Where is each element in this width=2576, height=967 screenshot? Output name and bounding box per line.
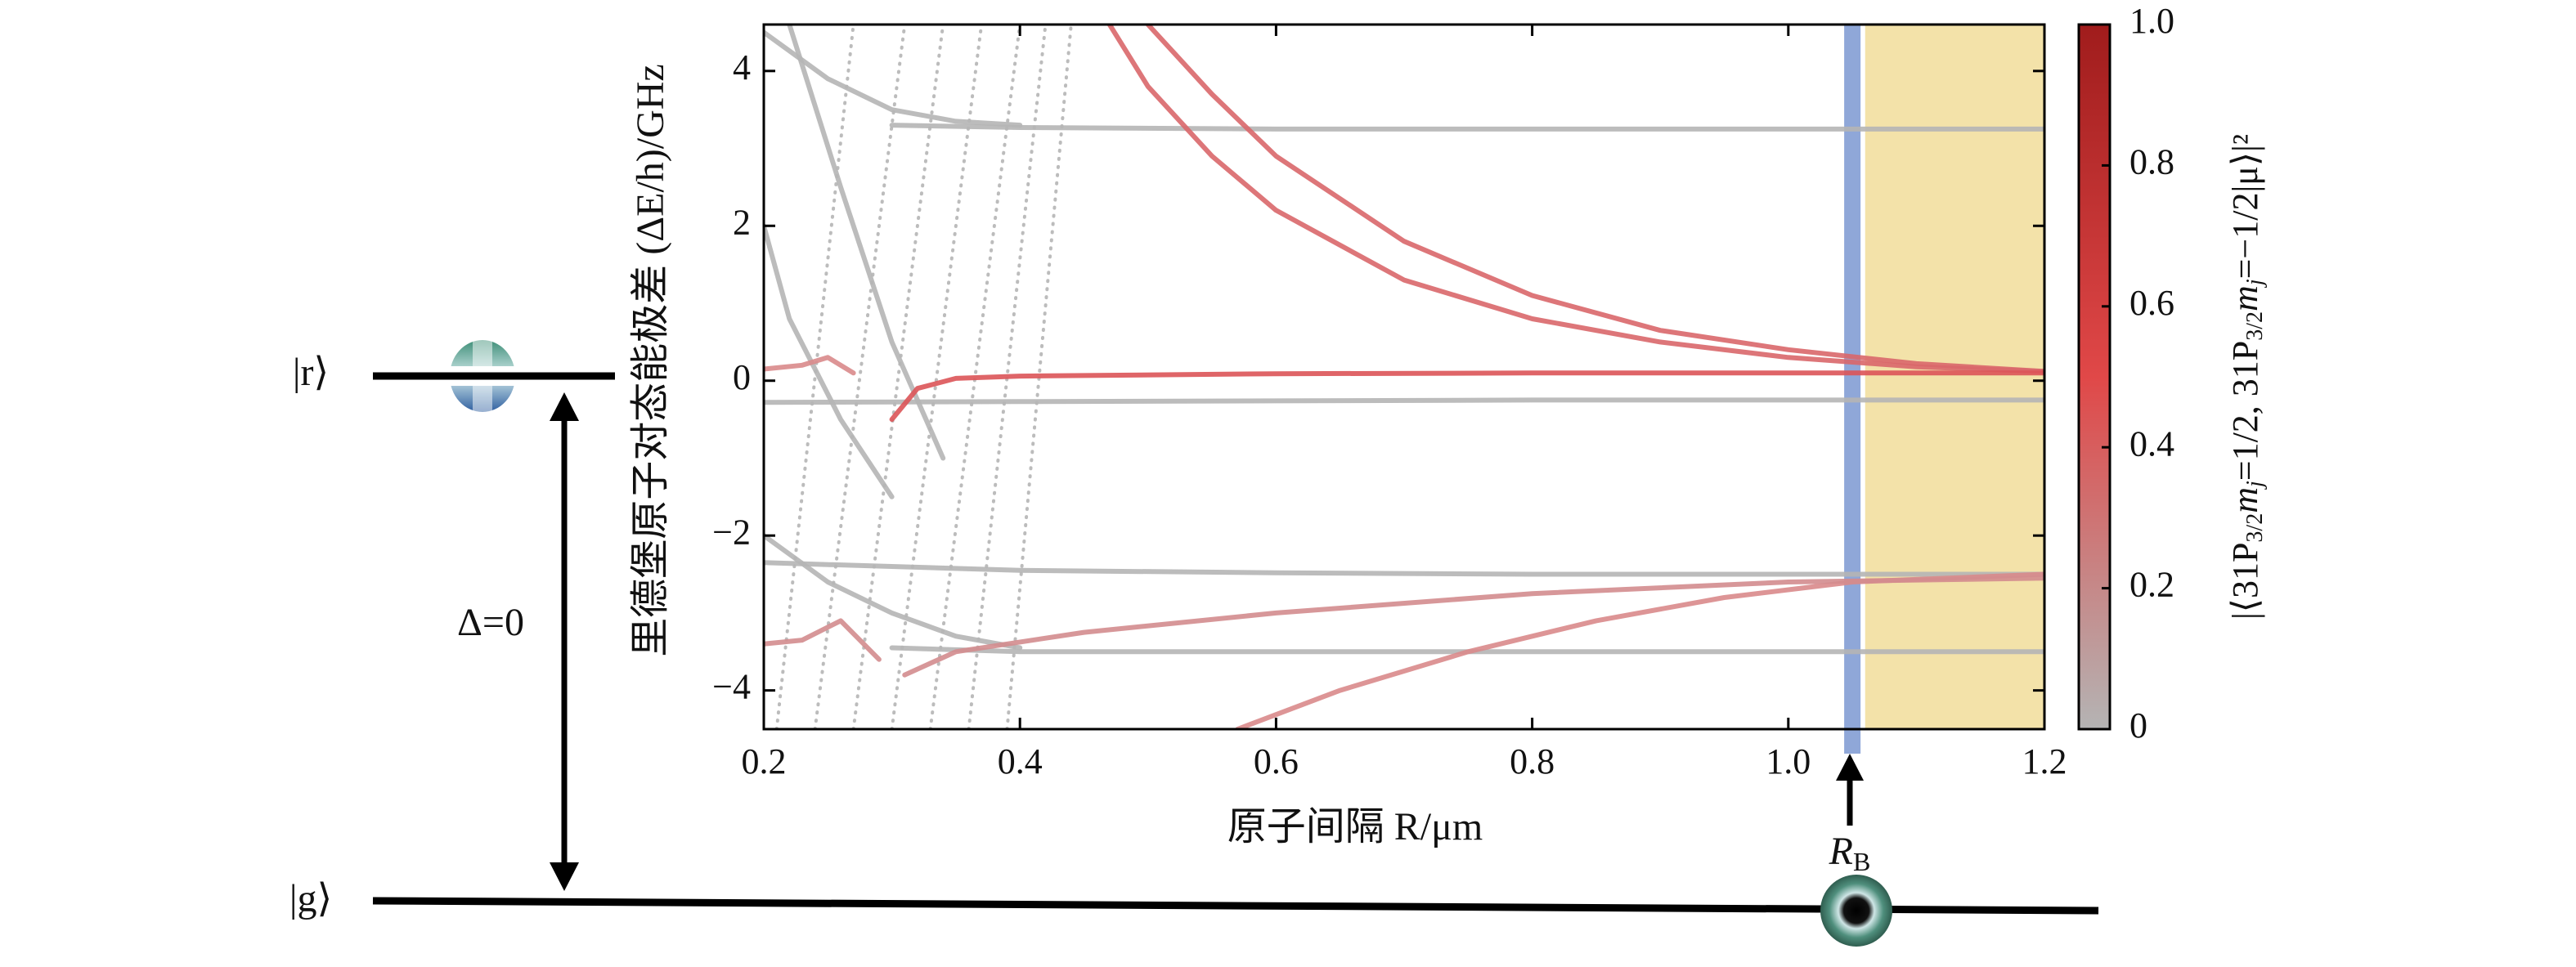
detuning-label: Δ=0 [457,601,524,644]
colorbar-label-part: 3/2 [2242,513,2268,543]
energy-curve [889,645,2044,655]
energy-curve [967,25,1048,729]
x-tick-label: 0.4 [998,741,1043,781]
radius-label: RB [1829,830,1871,876]
rydberg-atom [373,340,615,414]
energy-curve [1145,25,2044,374]
y-tick-label: −2 [712,512,751,552]
plot-frame [762,23,2046,731]
colorbar-label-part: m [2225,285,2265,311]
colorbar-tick-label: 0.2 [2129,565,2174,605]
energy-curve [764,29,1023,128]
energy-curve [764,397,2044,405]
arrow-head [1836,754,1864,781]
colorbar-label-part: j [2242,279,2268,288]
colorbar-label-part: j [2242,481,2268,490]
x-tick-label: 1.0 [1766,741,1811,781]
rydberg-label: |r⟩ [293,351,329,394]
x-tick-label: 0.6 [1254,741,1299,781]
ground-label: |g⟩ [289,877,332,920]
y-tick-label: −4 [712,667,751,707]
colorbar-tick-label: 0.6 [2129,283,2174,323]
curves [764,25,2044,729]
y-tick-label: 0 [733,357,751,397]
y-tick-label: 4 [733,47,751,87]
colorbar-tick-label: 0 [2129,705,2147,745]
colorbar-label-part: m [2225,487,2265,513]
energy-curve [764,355,856,376]
colorbar-tick-label: 0.8 [2129,141,2174,181]
energy-curve [764,223,895,499]
colorbar-label-part: =1/2, 31P [2225,341,2265,481]
colorbar-label-part: 3/2 [2242,311,2268,341]
ground-atom [1820,875,1892,947]
x-tick-label: 1.2 [2022,741,2067,781]
colorbar-label-part: =−1/2|μ⟩|² [2225,134,2265,279]
colorbar-tick-label: 1.0 [2129,1,2174,41]
energy-curve [774,25,855,729]
colorbar-label-part: |⟨31P [2225,543,2265,620]
x-tick-label: 0.8 [1510,741,1555,781]
y-axis-label: 里德堡原子对态能极差 (ΔE/h)/GHz [629,64,672,656]
radius-subscript: B [1853,847,1870,876]
x-axis-label: 原子间隔 R/μm [1227,805,1483,848]
energy-curve [902,575,2044,678]
colorbar-tick-label: 0.4 [2129,423,2174,463]
radius-symbol: R [1829,830,1853,873]
ground-level [372,897,2099,915]
energy-curve [889,123,2044,132]
energy-curve [889,370,2044,423]
x-tick-label: 0.2 [742,741,787,781]
plot-area: −4 −2 0 2 4 0.2 0.4 0.6 0.8 1.0 1.2 原子间隔 R/μm 里德堡原子对… [629,1,2268,848]
level-diagram: |r⟩ |g⟩ Δ=0 RB [289,340,2099,947]
energy-curve [1106,25,2044,374]
y-tick-label: 2 [733,202,751,242]
colorbar [2077,23,2112,731]
blockade-region [1865,25,2044,729]
energy-curve [787,25,946,461]
energy-curve [764,560,2044,577]
energy-curve [764,618,882,662]
colorbar-label: |⟨31P3/2mj=1/2, 31P3/2mj=−1/2|μ⟩|² [2225,134,2268,620]
